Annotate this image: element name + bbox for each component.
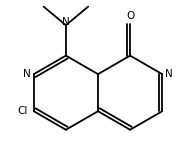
Text: O: O (126, 11, 134, 21)
Text: N: N (62, 17, 70, 26)
Text: N: N (165, 69, 173, 79)
Text: Cl: Cl (17, 106, 28, 116)
Text: N: N (23, 69, 31, 79)
